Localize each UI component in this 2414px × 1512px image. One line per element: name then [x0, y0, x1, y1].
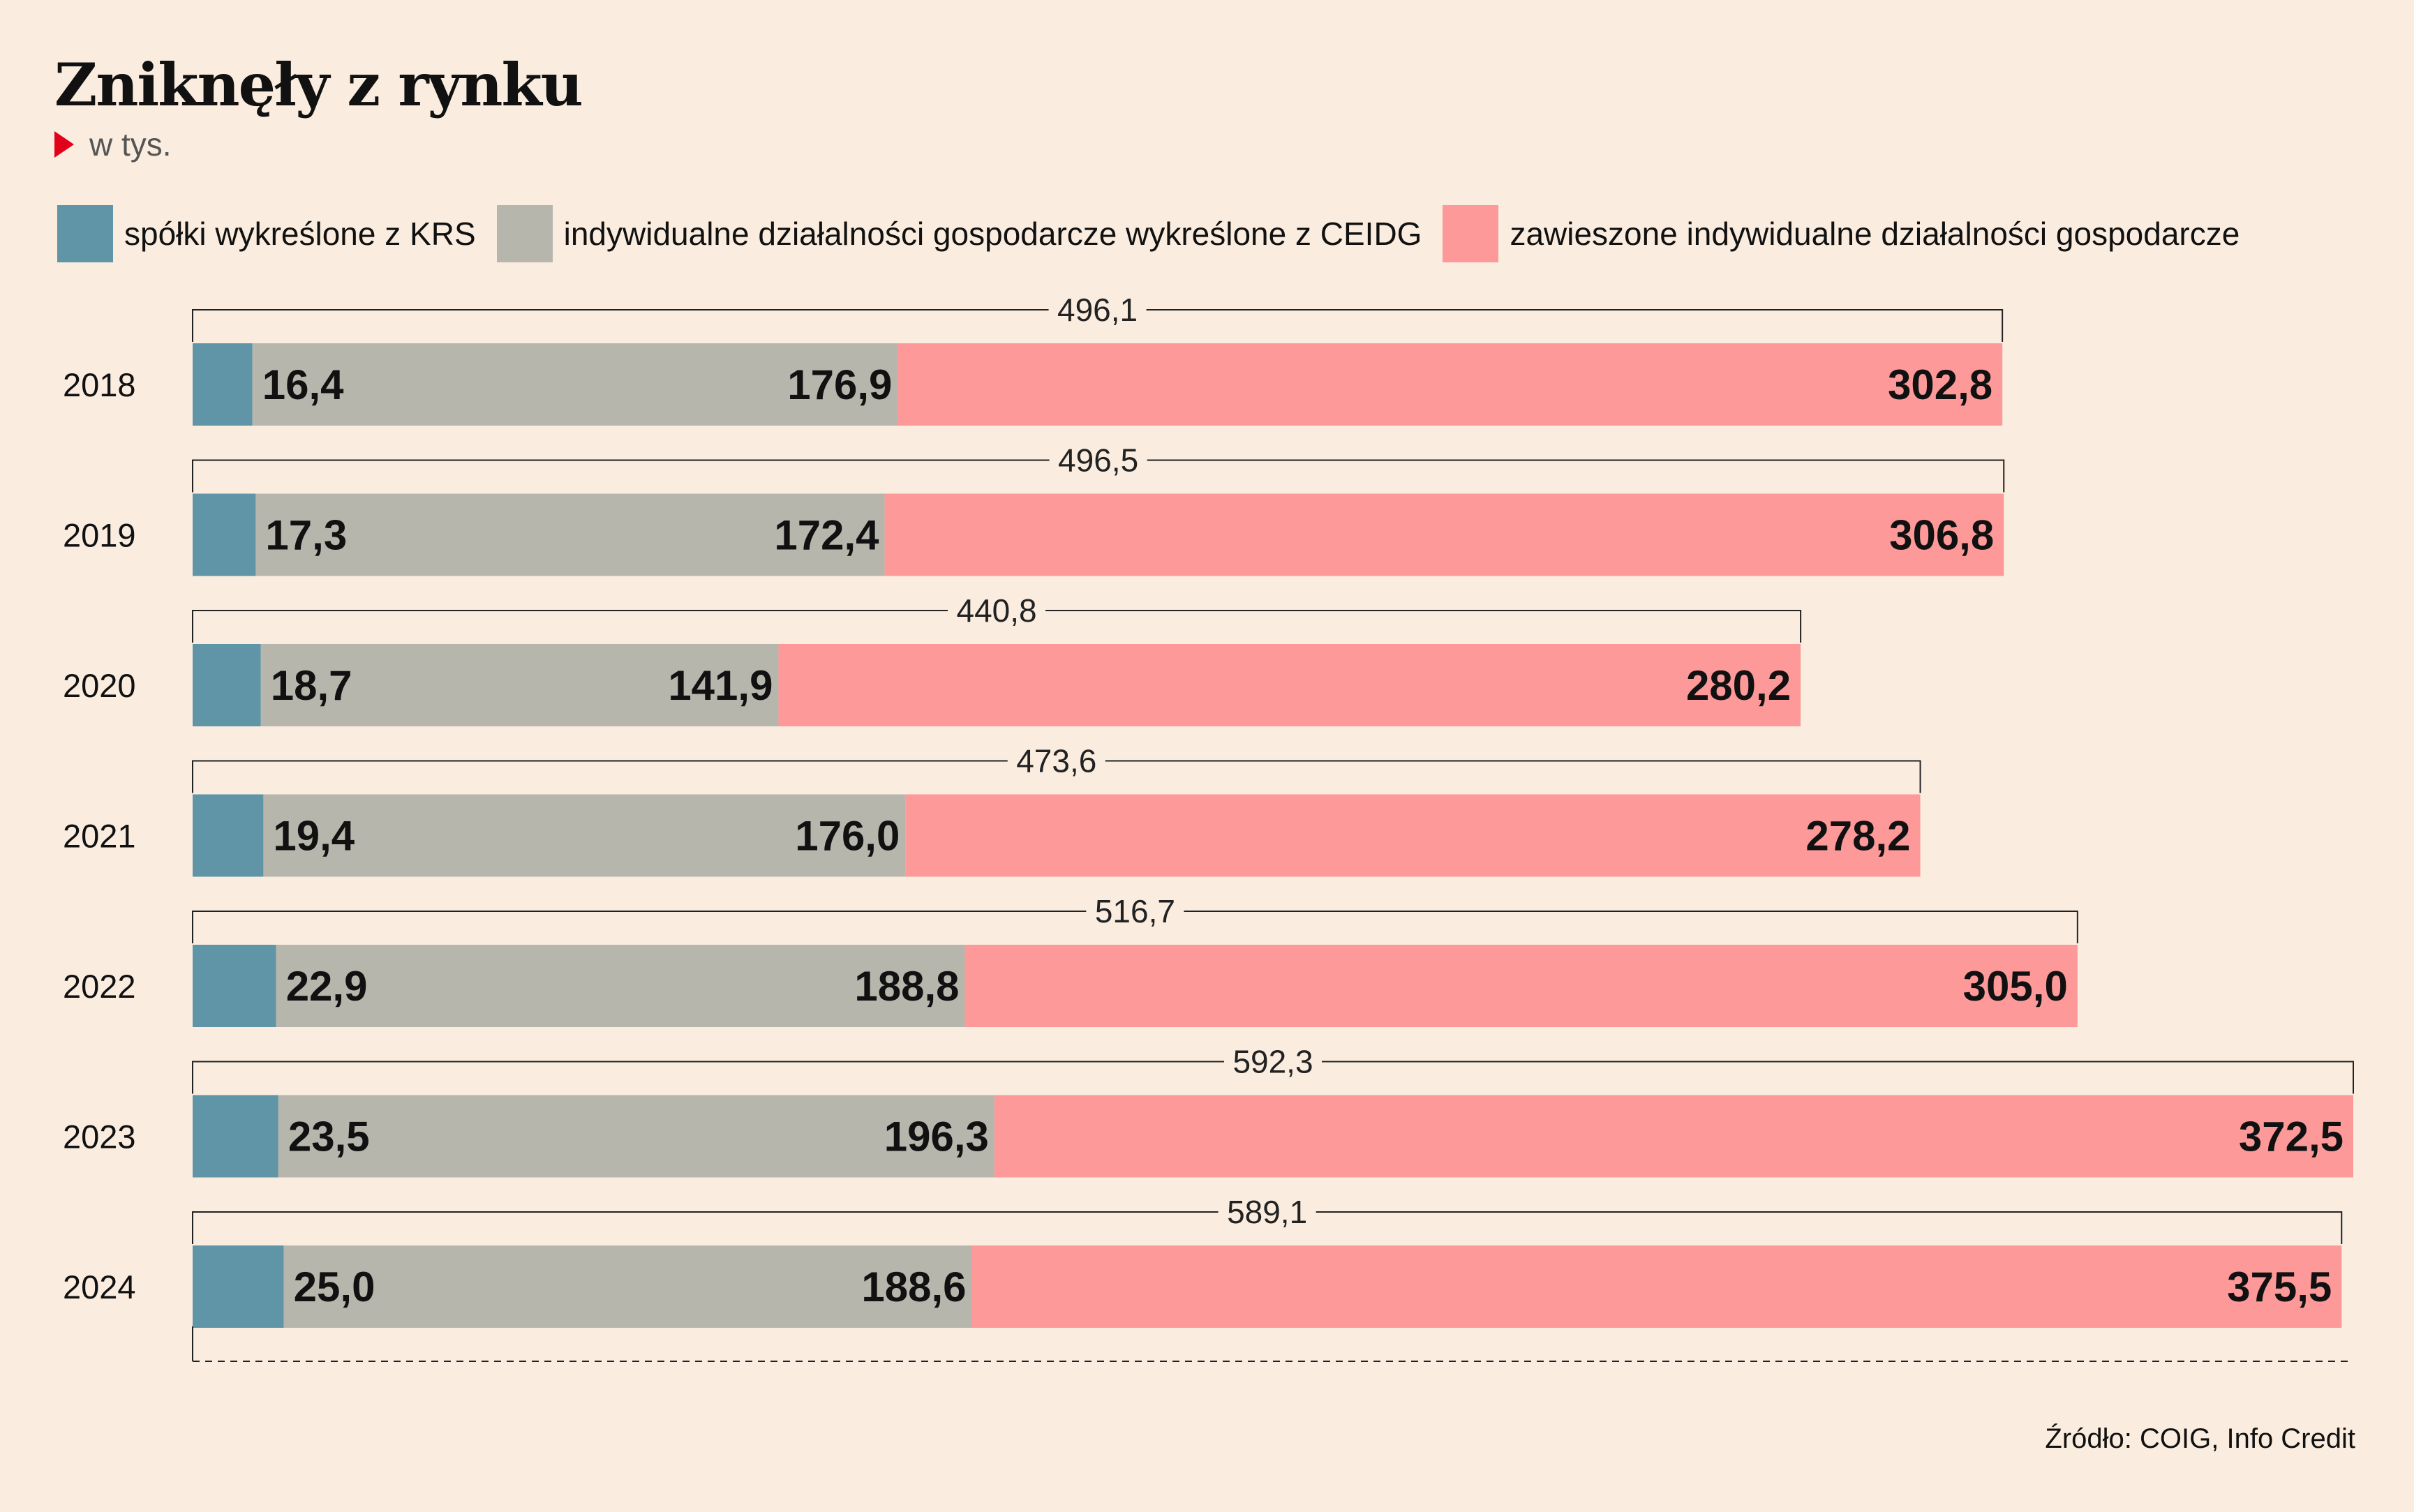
total-label: 440,8 [956, 592, 1036, 629]
bar-segment [193, 1245, 284, 1328]
total-label-bg [1049, 439, 1147, 479]
source-note: Źródło: COIG, Info Credit [2045, 1423, 2355, 1454]
red-triangle-icon [54, 131, 74, 158]
year-label: 2018 [63, 366, 136, 403]
bar-segment [778, 644, 1801, 726]
bar-segment [193, 1095, 278, 1178]
legend-item-krs: spółki wykreślone z KRS [57, 205, 476, 262]
bar-segment [276, 945, 965, 1027]
legend-item-suspended: zawieszone indywidualne działalności gos… [1443, 205, 2240, 262]
bar-segment [283, 1245, 972, 1328]
legend: spółki wykreślone z KRS indywidualne dzi… [57, 205, 2260, 262]
value-label-krs: 17,3 [265, 512, 347, 559]
value-label-krs: 18,7 [271, 662, 352, 709]
total-label-bg [948, 590, 1046, 629]
value-label-suspended: 305,0 [1963, 963, 2068, 1010]
bar-segment [994, 1095, 2353, 1178]
value-label-krs: 22,9 [286, 963, 368, 1010]
value-label-suspended: 302,8 [1888, 361, 1992, 408]
value-label-ceidg: 141,9 [668, 662, 773, 709]
value-label-krs: 23,5 [288, 1114, 370, 1160]
value-label-krs: 25,0 [294, 1264, 375, 1310]
year-label: 2024 [63, 1268, 136, 1305]
total-label-bg [1048, 289, 1147, 328]
value-label-ceidg: 188,8 [854, 963, 959, 1010]
value-label-suspended: 372,5 [2239, 1114, 2344, 1160]
bar-segment [193, 794, 264, 877]
total-label: 496,5 [1058, 442, 1138, 479]
bar-segment [193, 493, 256, 576]
bar-segment [263, 794, 906, 877]
value-label-suspended: 375,5 [2227, 1264, 2332, 1310]
total-label: 516,7 [1095, 893, 1175, 929]
total-label: 473,6 [1016, 743, 1096, 779]
legend-swatch-ceidg [496, 205, 553, 262]
bar-segment [964, 945, 2078, 1027]
legend-label-ceidg: indywidualne działalności gospodarcze wy… [563, 216, 1422, 252]
total-label: 589,1 [1227, 1194, 1307, 1230]
bar-segment [278, 1095, 994, 1178]
total-label: 496,1 [1057, 292, 1138, 328]
year-label: 2022 [63, 968, 136, 1005]
legend-swatch-suspended [1443, 205, 1499, 262]
value-label-ceidg: 188,6 [861, 1264, 966, 1310]
value-label-ceidg: 176,9 [787, 361, 892, 408]
value-label-suspended: 280,2 [1686, 662, 1791, 709]
bar-segment [897, 343, 2003, 426]
chart-subtitle: w tys. [54, 126, 172, 163]
total-label-bg [1086, 890, 1184, 929]
bar-segment [193, 644, 261, 726]
total-label-bg [1218, 1191, 1316, 1230]
year-label: 2020 [63, 667, 136, 704]
legend-swatch-krs [57, 205, 113, 262]
value-label-suspended: 278,2 [1805, 813, 1910, 860]
legend-item-ceidg: indywidualne działalności gospodarcze wy… [496, 205, 1422, 262]
legend-label-krs: spółki wykreślone z KRS [124, 216, 476, 252]
total-label-bg [1007, 740, 1105, 779]
year-label: 2021 [63, 818, 136, 855]
value-label-krs: 19,4 [273, 813, 355, 860]
year-label: 2023 [63, 1118, 136, 1155]
year-label: 2019 [63, 517, 136, 554]
bar-segment [255, 493, 885, 576]
bar-segment [193, 343, 253, 426]
value-label-ceidg: 196,3 [884, 1114, 989, 1160]
total-label-bg [1224, 1040, 1322, 1080]
bar-segment [971, 1245, 2342, 1328]
bar-segment [260, 644, 779, 726]
total-label: 592,3 [1232, 1044, 1313, 1080]
value-label-ceidg: 172,4 [774, 512, 879, 559]
stacked-bar-chart: 2018 16,4 176,9 302,8 496,1 2019 17,3 172,4 306,… [63, 289, 2354, 1362]
value-label-ceidg: 176,0 [795, 813, 900, 860]
bar-segment [252, 343, 898, 426]
value-label-suspended: 306,8 [1889, 512, 1994, 559]
bar-segment [193, 945, 276, 1027]
value-label-krs: 16,4 [262, 361, 344, 408]
chart-title: Zniknęły z rynku [54, 50, 583, 119]
bar-segment [884, 493, 2004, 576]
legend-label-suspended: zawieszone indywidualne działalności gos… [1510, 216, 2240, 252]
unit-label: w tys. [89, 126, 172, 163]
bar-segment [905, 794, 1921, 877]
